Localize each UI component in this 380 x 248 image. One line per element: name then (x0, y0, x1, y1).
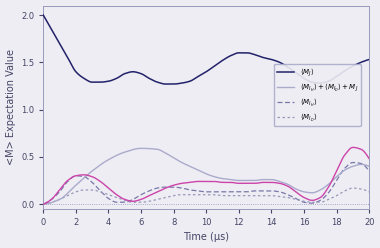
$\langle M_J \rangle$ (180, 82, 185, 85)
$\langle M_J \rangle$ (166, 83, 171, 86)
$\langle M_{I_D} \rangle$ (166, 195, 171, 198)
$\langle M_{I_H} \rangle + \langle M_{I_D} \rangle + M_J$ (78, 180, 83, 183)
Line: $\langle M_{I_D} \rangle$: $\langle M_{I_D} \rangle$ (43, 188, 369, 204)
$\langle M_J \rangle$ (367, 58, 372, 61)
$\langle M_{I_H} \rangle + \langle M_{I_D} \rangle + M_J$ (139, 147, 143, 150)
$\langle M_J \rangle$ (98, 81, 102, 84)
$\langle M_{I_H} \rangle$ (166, 186, 171, 188)
$\langle M_{I_H} \rangle$ (98, 189, 102, 192)
$\langle M_J \rangle$ (361, 60, 365, 63)
$\langle M_{I_D} \rangle$ (98, 190, 102, 193)
$\langle M_{I_H} \rangle + \langle M_{I_D} \rangle + M_J$ (98, 164, 102, 167)
Line: $\langle M_{I_H} \rangle$: $\langle M_{I_H} \rangle$ (43, 162, 369, 204)
X-axis label: Time (μs): Time (μs) (183, 232, 229, 243)
$\langle M_{I_H} \rangle + \langle M_{I_D} \rangle + M_J$ (166, 153, 171, 156)
$\langle M_J \rangle$ (163, 83, 168, 86)
$\langle M_{I_D} \rangle$ (367, 190, 372, 193)
$\langle M_{I_H} \rangle$ (41, 203, 46, 206)
$\langle M_{I_H} \rangle$ (361, 163, 365, 166)
$\langle M_J \rangle$ (41, 14, 46, 17)
$\langle M_{I_D} \rangle$ (41, 203, 46, 206)
$\langle M_{I_D} \rangle$ (180, 193, 185, 196)
$\langle M_{I_H} \rangle + \langle M_{I_D} \rangle + M_J$ (180, 161, 185, 164)
$\langle M_{I_H} \rangle + \langle M_{I_D} \rangle + M_J$ (367, 165, 372, 168)
$\langle M_{I_H} \rangle + \langle M_{I_D} \rangle + M_J$ (41, 203, 46, 206)
$\langle M_{I_H} \rangle + \langle M_{I_D} \rangle + M_J$ (361, 163, 365, 166)
$\langle M_J \rangle$ (326, 80, 330, 83)
Line: $\langle M_{I_H} \rangle + \langle M_{I_D} \rangle + M_J$: $\langle M_{I_H} \rangle + \langle M_{I_… (43, 148, 369, 204)
Line: $\langle M_J \rangle$: $\langle M_J \rangle$ (43, 15, 369, 84)
$\langle M_{I_D} \rangle$ (325, 198, 330, 201)
Y-axis label: <M> Expectation Value: <M> Expectation Value (6, 49, 16, 165)
$\langle M_{I_H} \rangle$ (367, 170, 372, 173)
$\langle M_{I_H} \rangle + \langle M_{I_D} \rangle + M_J$ (326, 183, 330, 186)
$\langle M_{I_D} \rangle$ (351, 186, 355, 189)
$\langle M_{I_H} \rangle$ (78, 175, 83, 178)
$\langle M_{I_D} \rangle$ (78, 189, 83, 192)
Legend: $\langle M_J \rangle$, $\langle M_{I_H} \rangle + \langle M_{I_D} \rangle + M_J$: $\langle M_J \rangle$, $\langle M_{I_H} … (274, 63, 361, 126)
$\langle M_{I_D} \rangle$ (361, 188, 365, 191)
$\langle M_{I_H} \rangle$ (351, 161, 355, 164)
$\langle M_{I_H} \rangle$ (180, 187, 185, 190)
$\langle M_{I_H} \rangle$ (325, 192, 330, 195)
$\langle M_J \rangle$ (78, 74, 83, 77)
